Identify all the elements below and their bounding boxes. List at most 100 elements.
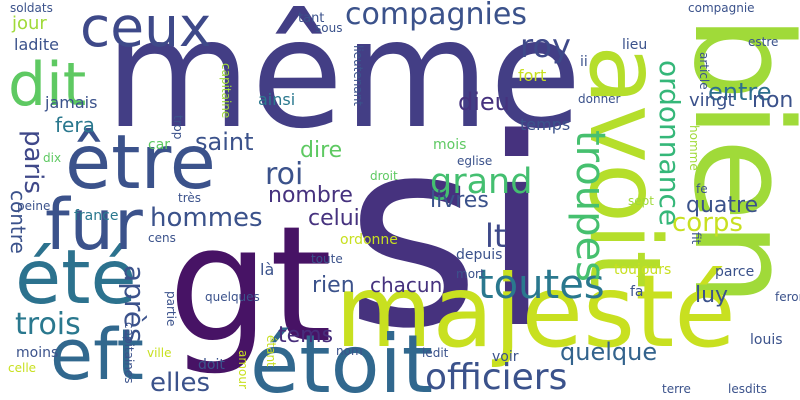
word-contre: contre xyxy=(6,190,30,254)
word-hommes: hommes xyxy=(150,203,263,233)
word-cens: cens xyxy=(148,231,176,245)
word-majeste: majesté xyxy=(335,253,736,370)
word-droit: droit xyxy=(370,169,398,183)
word-louis: louis xyxy=(750,332,783,348)
word-dire: dire xyxy=(300,138,343,163)
word-mois: mois xyxy=(433,137,467,153)
word-fa: fa xyxy=(630,284,644,300)
word-etoit: étoit xyxy=(250,318,434,400)
word-paris: paris xyxy=(18,130,48,194)
word-lt: lt xyxy=(485,217,507,255)
word-ville: ville xyxy=(147,346,172,360)
word-donner: donner xyxy=(578,92,621,106)
word-si: si xyxy=(345,84,553,386)
word-nombre: nombre xyxy=(268,183,353,208)
word-toujours: toujours xyxy=(614,262,672,278)
word-compagnie: compagnie xyxy=(688,1,755,15)
word-ete: été xyxy=(15,233,137,321)
word-peine: peine xyxy=(17,199,51,213)
word-chacun: chacun xyxy=(370,273,443,297)
word-mort: mort xyxy=(456,267,485,281)
word-trois: trois xyxy=(15,307,81,342)
word-roi: roi xyxy=(265,157,304,192)
word-france: france xyxy=(74,208,119,224)
word-estre: estre xyxy=(748,35,779,49)
word-fe: fe xyxy=(696,182,708,196)
word-gt: gt xyxy=(168,191,333,378)
word-trop: trop xyxy=(171,115,185,140)
word-jour: jour xyxy=(12,13,47,34)
word-livres: livres xyxy=(430,188,489,213)
word-celui: celui xyxy=(308,206,360,231)
word-grand: grand xyxy=(430,162,533,202)
word-jamais: jamais xyxy=(45,93,98,112)
word-bien: bien xyxy=(664,15,800,307)
word-voir: voir xyxy=(492,349,519,365)
word-parce: parce xyxy=(715,264,755,280)
word-non: non xyxy=(752,88,794,113)
word-quatre: quatre xyxy=(686,193,759,218)
word-sept: sept xyxy=(628,194,654,208)
word-elles: elles xyxy=(150,368,210,398)
word-vingt: vingt xyxy=(689,90,735,111)
word-fort: fort xyxy=(518,66,547,85)
word-dit: dit xyxy=(8,50,87,120)
word-ceux: ceux xyxy=(80,0,212,59)
word-officiers: officiers xyxy=(425,357,568,398)
word-doit: doit xyxy=(198,357,225,373)
word-article: article xyxy=(697,52,711,90)
word-sous: sous xyxy=(315,21,343,35)
word-tems: tems xyxy=(278,323,334,348)
word-avoit: avoit xyxy=(567,45,681,289)
word-ladite: ladite xyxy=(14,35,59,54)
word-eft: eft xyxy=(50,314,144,396)
word-toutes: toutes xyxy=(478,262,605,308)
word-entre: entre xyxy=(708,78,772,106)
word-etant: étant xyxy=(264,335,278,367)
word-troupes: troupes xyxy=(567,130,613,282)
word-terre: terre xyxy=(662,382,691,396)
word-corps: corps xyxy=(672,208,743,238)
word-lesdits: lesdits xyxy=(728,382,767,396)
word-compagnies: compagnies xyxy=(345,0,527,32)
word-eglise: eglise xyxy=(457,154,493,168)
word-etre: être xyxy=(65,118,216,206)
word-homme: homme xyxy=(687,125,701,171)
word-ordonne: ordonne xyxy=(340,232,398,248)
word-nom: nom xyxy=(336,344,363,358)
word-ii: ii xyxy=(580,54,588,70)
word-rien: rien xyxy=(312,273,355,298)
word-partie: partie xyxy=(164,291,178,327)
word-quelque: quelque xyxy=(560,338,658,366)
word-fit: fit xyxy=(689,232,703,245)
word-tres: très xyxy=(178,191,202,205)
word-capitaine: capitaine xyxy=(219,63,233,119)
word-lieutenant: lieutenant xyxy=(351,45,365,107)
word-saint: saint xyxy=(195,128,254,156)
word-car: car xyxy=(148,137,171,153)
word-toute: toute xyxy=(311,252,343,266)
word-soldats: soldats xyxy=(10,1,53,15)
word-capitaines: capitaines xyxy=(122,322,136,384)
word-fur: fur xyxy=(45,184,143,266)
word-tant: tant xyxy=(298,11,325,26)
word-depuis: depuis xyxy=(456,247,503,263)
word-ledit: ledit xyxy=(422,346,449,360)
word-amour: amour xyxy=(236,350,250,389)
word-quelques: quelques xyxy=(205,290,260,304)
word-meme: même xyxy=(105,0,582,162)
word-dix: dix xyxy=(43,151,62,165)
word-la: là xyxy=(260,260,275,279)
word-temps: temps xyxy=(520,115,571,134)
word-ordonnance: ordonnance xyxy=(653,60,686,227)
word-luy: luy xyxy=(695,283,729,308)
word-apres: après xyxy=(118,265,151,343)
word-moins: moins xyxy=(16,345,59,361)
word-ainsi: ainsi xyxy=(258,90,296,109)
word-lieu: lieu xyxy=(622,37,648,53)
word-feront: feront xyxy=(775,290,800,304)
word-roy: roy xyxy=(520,27,571,65)
word-celle: celle xyxy=(8,361,37,375)
word-fera: fera xyxy=(55,113,95,137)
